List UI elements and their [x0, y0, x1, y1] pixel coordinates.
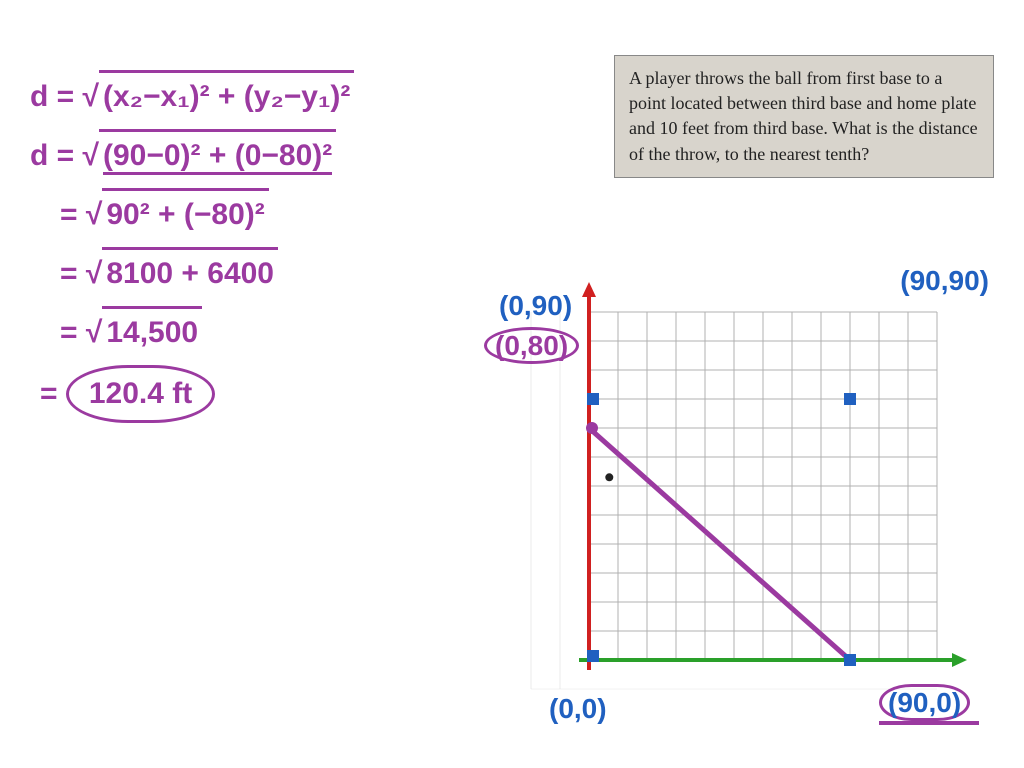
line1-radicand: (x₂−x₁)² + (y₂−y₁)²: [99, 70, 354, 121]
formula-line: d = √(x₂−x₁)² + (y₂−y₁)²: [30, 70, 500, 121]
coord-0-90: (0,90): [499, 290, 572, 322]
final-answer: 120.4 ft: [66, 365, 215, 423]
substitution-line: d = √(90−0)² + (0−80)²: [30, 129, 500, 180]
line1-pre: d = √: [30, 80, 99, 113]
line3-radicand: 90² + (−80)²: [102, 188, 268, 239]
line6-pre: =: [40, 377, 58, 410]
line4-pre: = √: [60, 257, 102, 290]
solution-work: d = √(x₂−x₁)² + (y₂−y₁)² d = √(90−0)² + …: [30, 70, 500, 431]
coord-0-0: (0,0): [549, 693, 607, 725]
line4-radicand: 8100 + 6400: [102, 247, 278, 298]
answer-line: = 120.4 ft: [30, 365, 500, 423]
coordinate-graph: (0,90) (90,90) (0,0) (90,0) (0,80): [529, 280, 999, 720]
coord-90-0: (90,0): [879, 687, 979, 725]
line5-radicand: 14,500: [102, 306, 202, 357]
line3-pre: = √: [60, 198, 102, 231]
sum-line: = √8100 + 6400: [30, 247, 500, 298]
line2-pre: d = √: [30, 139, 99, 172]
coord-90-90: (90,90): [900, 265, 989, 297]
graph-svg: [529, 280, 999, 720]
total-line: = √14,500: [30, 306, 500, 357]
squares-line: = √90² + (−80)²: [30, 188, 500, 239]
line2-radicand: (90−0)² + (0−80)²: [99, 129, 336, 180]
problem-statement: A player throws the ball from first base…: [614, 55, 994, 178]
problem-text: A player throws the ball from first base…: [629, 68, 978, 164]
coord-0-80: (0,80): [484, 330, 579, 362]
line5-pre: = √: [60, 316, 102, 349]
